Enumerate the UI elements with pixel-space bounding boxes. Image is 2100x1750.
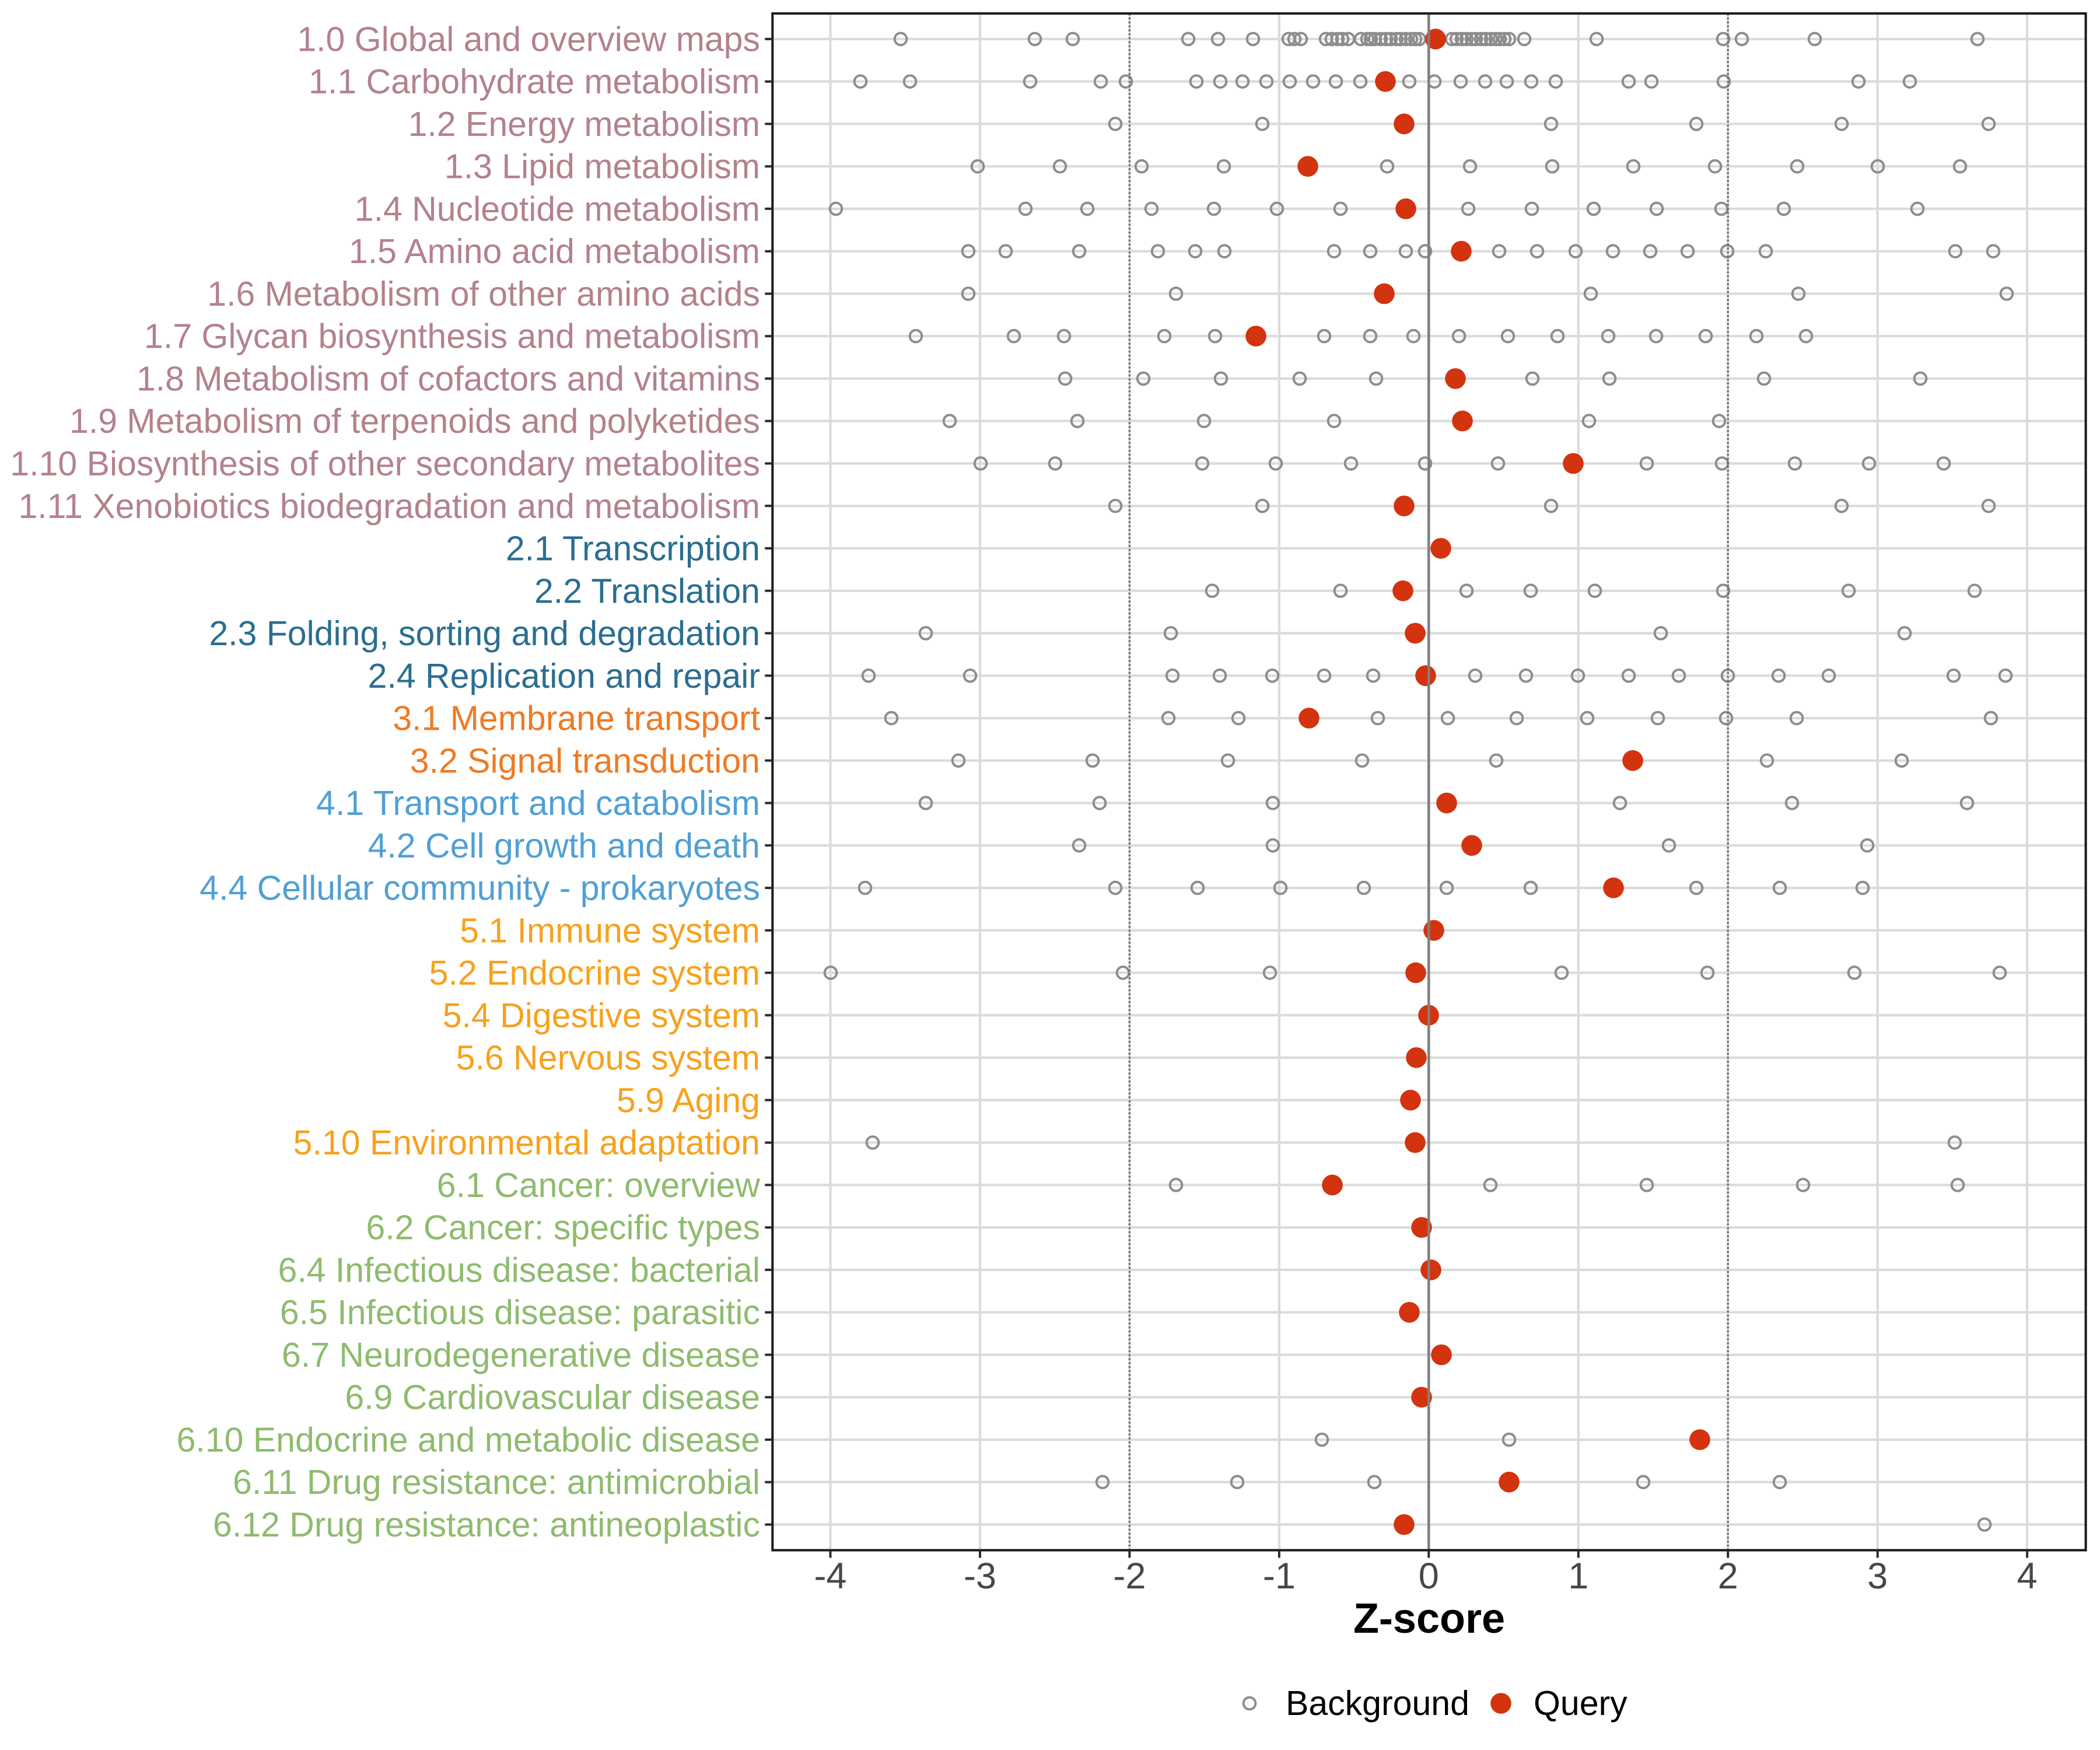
- svg-text:1.6 Metabolism of other amino: 1.6 Metabolism of other amino acids: [207, 275, 760, 313]
- svg-text:5.10 Environmental adaptation: 5.10 Environmental adaptation: [293, 1124, 760, 1162]
- svg-text:1: 1: [1568, 1556, 1588, 1597]
- svg-text:2.1 Transcription: 2.1 Transcription: [506, 530, 760, 568]
- svg-text:4.4 Cellular community - proka: 4.4 Cellular community - prokaryotes: [200, 869, 760, 908]
- svg-text:6.4 Infectious disease: bacter: 6.4 Infectious disease: bacterial: [278, 1251, 761, 1289]
- svg-text:1.10 Biosynthesis of other sec: 1.10 Biosynthesis of other secondary met…: [10, 444, 760, 483]
- svg-text:5.2 Endocrine system: 5.2 Endocrine system: [429, 954, 760, 992]
- svg-text:6.1 Cancer: overview: 6.1 Cancer: overview: [437, 1166, 761, 1205]
- svg-text:6.2 Cancer: specific types: 6.2 Cancer: specific types: [366, 1209, 760, 1247]
- svg-text:Background: Background: [1286, 1684, 1469, 1723]
- svg-text:1.4 Nucleotide metabolism: 1.4 Nucleotide metabolism: [355, 190, 760, 228]
- svg-text:Z-score: Z-score: [1353, 1595, 1505, 1642]
- svg-text:4: 4: [2017, 1556, 2038, 1597]
- svg-text:5.6 Nervous system: 5.6 Nervous system: [456, 1039, 760, 1077]
- svg-text:6.7 Neurodegenerative disease: 6.7 Neurodegenerative disease: [282, 1336, 760, 1374]
- svg-text:-1: -1: [1263, 1556, 1296, 1597]
- svg-text:6.10 Endocrine and metabolic d: 6.10 Endocrine and metabolic disease: [177, 1421, 760, 1460]
- svg-text:-4: -4: [814, 1556, 846, 1597]
- svg-text:1.0 Global and overview maps: 1.0 Global and overview maps: [297, 20, 760, 58]
- svg-text:6.11 Drug resistance: antimicr: 6.11 Drug resistance: antimicrobial: [233, 1463, 760, 1502]
- svg-text:2.4 Replication and repair: 2.4 Replication and repair: [368, 657, 760, 695]
- svg-text:-3: -3: [964, 1556, 996, 1597]
- svg-text:2.3 Folding, sorting and degra: 2.3 Folding, sorting and degradation: [209, 614, 760, 653]
- svg-text:1.9 Metabolism of terpenoids a: 1.9 Metabolism of terpenoids and polyket…: [69, 402, 760, 440]
- svg-text:1.2 Energy metabolism: 1.2 Energy metabolism: [408, 105, 760, 144]
- svg-text:1.5 Amino acid metabolism: 1.5 Amino acid metabolism: [349, 232, 760, 271]
- svg-text:2: 2: [1718, 1556, 1738, 1597]
- svg-text:4.2 Cell growth and death: 4.2 Cell growth and death: [368, 827, 760, 865]
- svg-text:3.2 Signal transduction: 3.2 Signal transduction: [410, 741, 760, 780]
- svg-text:6.9 Cardiovascular disease: 6.9 Cardiovascular disease: [345, 1378, 760, 1417]
- svg-text:1.11 Xenobiotics biodegradatio: 1.11 Xenobiotics biodegradation and meta…: [18, 487, 760, 526]
- svg-text:4.1 Transport and catabolism: 4.1 Transport and catabolism: [316, 784, 760, 822]
- svg-text:1.8 Metabolism of cofactors an: 1.8 Metabolism of cofactors and vitamins: [136, 360, 760, 398]
- svg-text:2.2 Translation: 2.2 Translation: [534, 572, 760, 610]
- svg-text:-2: -2: [1113, 1556, 1146, 1597]
- svg-text:1.7 Glycan biosynthesis and me: 1.7 Glycan biosynthesis and metabolism: [144, 317, 760, 356]
- svg-text:1.3 Lipid metabolism: 1.3 Lipid metabolism: [444, 148, 760, 186]
- svg-text:3: 3: [1867, 1556, 1888, 1597]
- svg-text:5.9 Aging: 5.9 Aging: [617, 1081, 760, 1119]
- svg-text:6.12 Drug resistance: antineop: 6.12 Drug resistance: antineoplastic: [213, 1506, 760, 1544]
- svg-text:Query: Query: [1534, 1684, 1628, 1723]
- svg-text:3.1 Membrane transport: 3.1 Membrane transport: [393, 699, 760, 738]
- svg-text:6.5 Infectious disease: parasi: 6.5 Infectious disease: parasitic: [280, 1293, 760, 1332]
- svg-text:1.1 Carbohydrate metabolism: 1.1 Carbohydrate metabolism: [309, 62, 760, 101]
- svg-text:5.1 Immune system: 5.1 Immune system: [460, 911, 760, 950]
- svg-text:0: 0: [1419, 1556, 1439, 1597]
- svg-text:5.4 Digestive system: 5.4 Digestive system: [443, 996, 760, 1035]
